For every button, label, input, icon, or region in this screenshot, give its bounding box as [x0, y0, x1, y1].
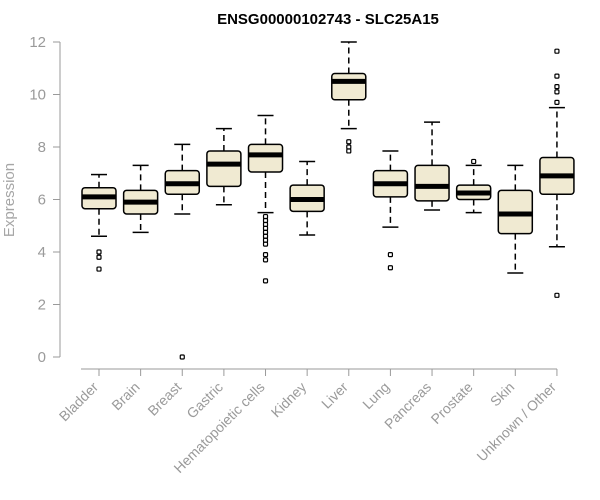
- y-tick-label: 4: [38, 244, 46, 261]
- outlier-point: [554, 84, 560, 90]
- outlier-point: [262, 252, 269, 258]
- outlier-point: [346, 148, 352, 154]
- outlier-point: [262, 278, 269, 284]
- outlier-point: [96, 254, 102, 260]
- outlier-point: [262, 257, 269, 263]
- box-lung: [372, 150, 409, 271]
- box-liver: [331, 41, 367, 154]
- y-tick-label: 2: [38, 297, 46, 314]
- outlier-point: [554, 48, 560, 54]
- box-series: [81, 41, 575, 360]
- chart-title: ENSG00000102743 - SLC25A15: [217, 11, 439, 28]
- y-tick-label: 6: [38, 192, 46, 209]
- box-iqr: [247, 143, 284, 173]
- x-tick-label: Skin: [487, 379, 518, 410]
- outlier-point: [554, 99, 560, 105]
- outlier-point: [554, 292, 560, 298]
- y-tick-label: 0: [38, 349, 46, 366]
- box-unknown-other: [539, 48, 575, 298]
- outlier-point: [554, 89, 560, 95]
- outlier-point: [554, 73, 560, 79]
- box-bladder: [81, 173, 117, 272]
- box-gastric: [206, 127, 242, 206]
- x-tick-label: Unknown / Other: [473, 379, 559, 465]
- x-tick-label: Liver: [318, 379, 351, 412]
- box-breast: [164, 143, 201, 360]
- y-axis-ticks: 0 2 4 6 8 10 12: [29, 34, 60, 366]
- outlier-point: [179, 354, 185, 360]
- outlier-point: [387, 265, 394, 271]
- outlier-point: [471, 158, 477, 165]
- box-brain: [122, 164, 159, 234]
- x-tick-label: Breast: [144, 379, 184, 419]
- y-tick-label: 10: [29, 87, 46, 104]
- x-tick-label: Prostate: [428, 379, 476, 427]
- box-iqr: [331, 72, 367, 101]
- x-tick-label: Lung: [359, 379, 392, 412]
- y-tick-label: 8: [38, 139, 46, 156]
- x-tick-label: Bladder: [56, 379, 102, 425]
- box-prostate: [455, 158, 492, 214]
- box-iqr: [206, 150, 242, 188]
- x-tick-label: Kidney: [268, 379, 310, 421]
- outlier-point: [96, 266, 102, 272]
- box-iqr: [414, 164, 450, 202]
- box-kidney: [289, 160, 325, 236]
- outlier-point: [96, 249, 102, 255]
- y-tick-label: 12: [29, 34, 46, 51]
- box-pancreas: [414, 121, 450, 211]
- x-tick-label: Brain: [108, 379, 142, 413]
- outlier-point: [387, 252, 394, 258]
- outlier-point: [346, 139, 352, 145]
- y-axis-label: Expression: [1, 163, 18, 237]
- outlier-point: [262, 241, 269, 247]
- box-hematopoietic-cells: [247, 114, 284, 284]
- box-skin: [497, 164, 534, 274]
